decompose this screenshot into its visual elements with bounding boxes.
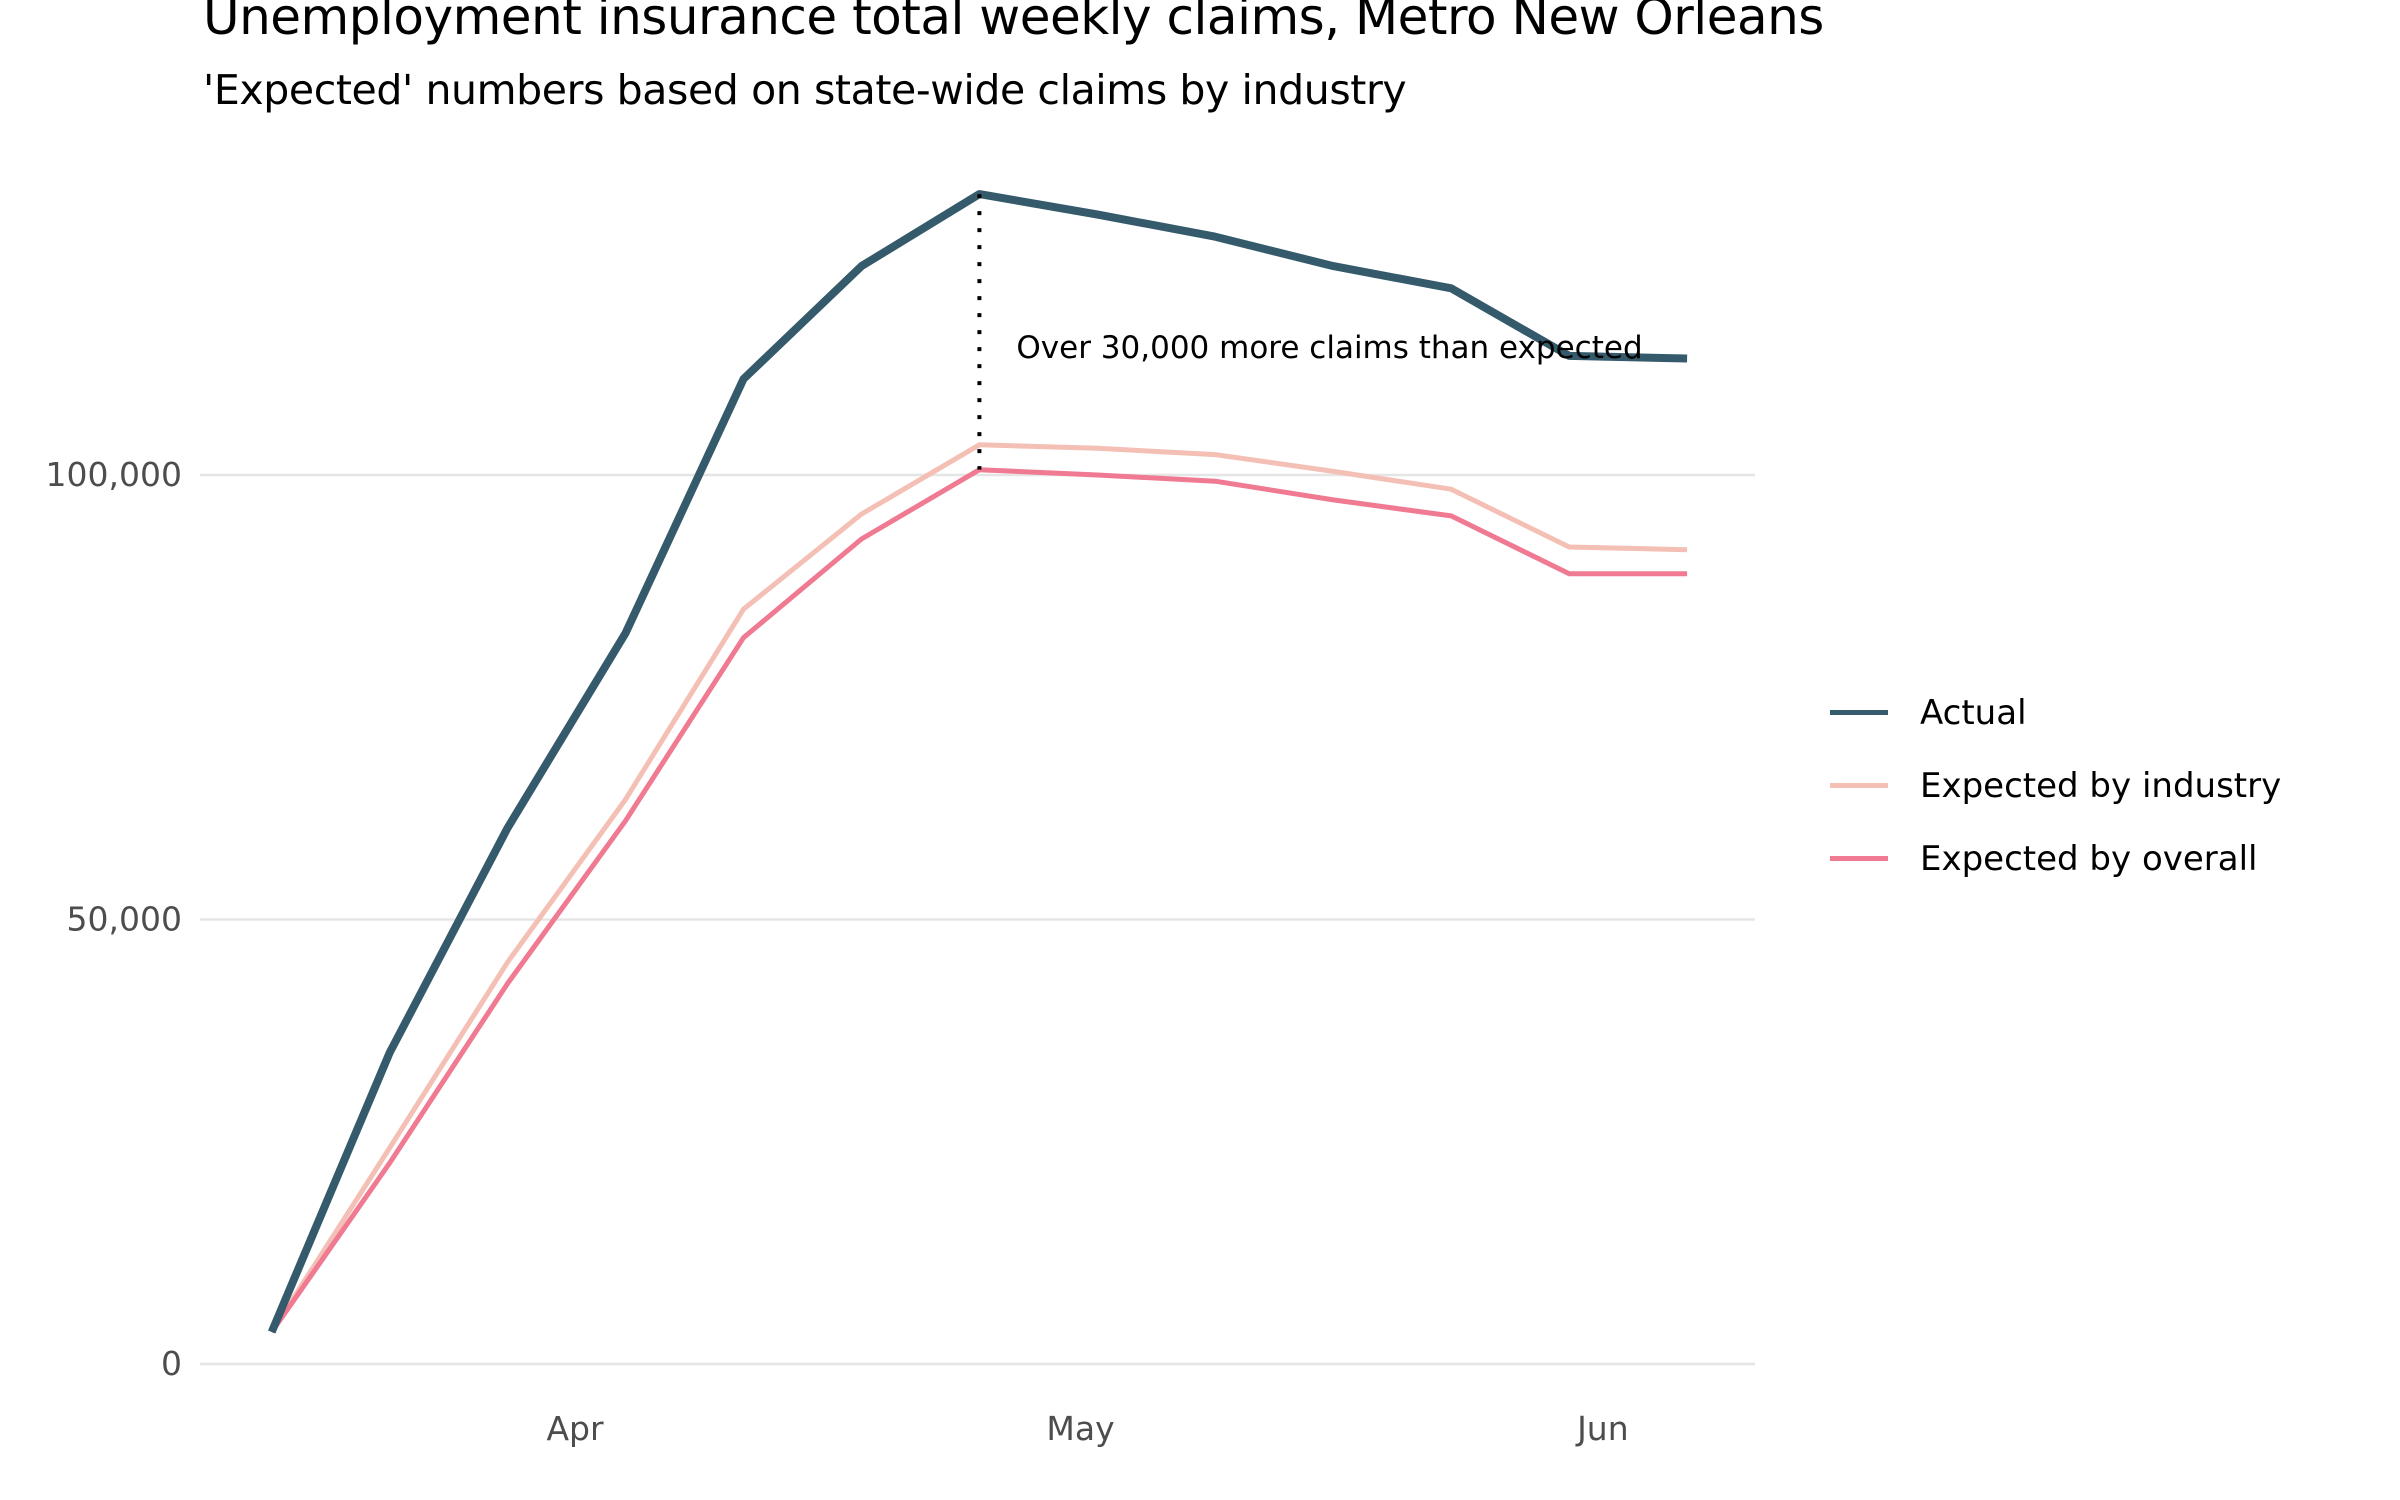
legend-item-expected-industry[interactable]: Expected by industry (1830, 749, 2281, 822)
annotation: Over 30,000 more claims than expected (977, 194, 1643, 470)
chart-title: Unemployment insurance total weekly clai… (203, 0, 1824, 46)
legend-label: Expected by overall (1920, 838, 2258, 879)
y-axis-ticks: 0 50,000 100,000 (46, 455, 182, 1383)
series-line-expected-by-industry (269, 442, 1688, 1334)
x-tick-label: May (1046, 1409, 1114, 1448)
y-tick-label: 100,000 (46, 455, 182, 494)
legend-item-expected-overall[interactable]: Expected by overall (1830, 822, 2281, 895)
legend: Actual Expected by industry Expected by … (1830, 676, 2281, 895)
x-tick-label: Apr (546, 1409, 604, 1448)
y-tick-label: 50,000 (67, 900, 182, 939)
gridlines (200, 473, 1755, 1366)
x-tick-label: Jun (1575, 1409, 1629, 1448)
annotation-text: Over 30,000 more claims than expected (1016, 330, 1642, 366)
legend-label: Actual (1920, 692, 2027, 733)
y-tick-label: 0 (161, 1344, 182, 1383)
legend-label: Expected by industry (1920, 765, 2282, 806)
legend-item-actual[interactable]: Actual (1830, 676, 2281, 749)
x-axis-ticks: Apr May Jun (546, 1409, 1628, 1448)
legend-key-expected-overall (1830, 856, 1888, 861)
legend-key-expected-industry (1830, 783, 1888, 788)
series-line-expected-by-overall (269, 467, 1688, 1334)
legend-key-actual (1830, 710, 1888, 715)
chart-subtitle: 'Expected' numbers based on state-wide c… (203, 66, 1407, 114)
